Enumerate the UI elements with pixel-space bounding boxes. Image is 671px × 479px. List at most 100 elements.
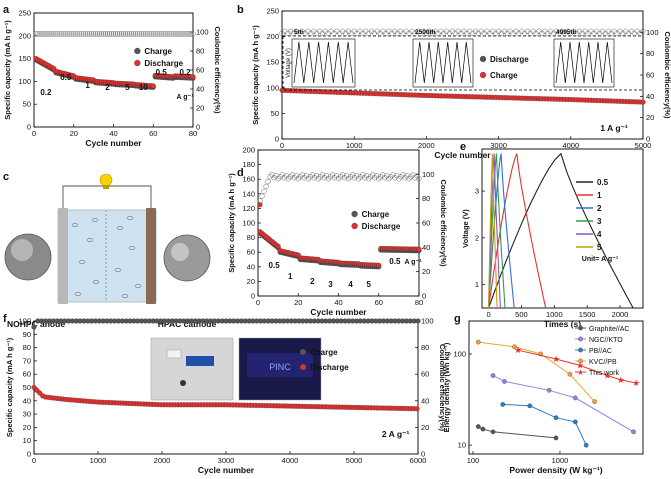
ce-point: [291, 175, 297, 181]
ce-point: [186, 31, 192, 37]
y-tick-label: 60: [247, 248, 255, 257]
ce-point: [261, 188, 267, 195]
ce-point: [524, 28, 531, 34]
y-tick-label: 0: [27, 123, 31, 132]
ce-point: [118, 31, 125, 37]
ce-point: [282, 28, 288, 34]
ce-point: [416, 176, 422, 182]
inset-cycle-label: 4995th: [556, 29, 577, 36]
y-tick-label: 20: [23, 423, 31, 432]
ce-point: [498, 30, 505, 36]
ce-point: [461, 28, 467, 34]
y-tick-label: 3: [475, 187, 479, 196]
ce-point: [51, 31, 57, 37]
ce-point: [311, 175, 318, 181]
y-tick-label: 200: [242, 146, 255, 155]
ce-point: [190, 31, 196, 37]
ragone-point: [512, 344, 517, 350]
x-tick-label: 0: [32, 129, 36, 138]
ce-point: [275, 176, 281, 182]
anode-plate: [58, 208, 68, 304]
panel-letter: a: [3, 4, 10, 16]
y2-tick-label: 0: [421, 450, 425, 459]
ion-icon: [91, 218, 99, 222]
legend-marker: [578, 358, 583, 364]
ce-point: [140, 31, 146, 37]
ce-point: [285, 30, 291, 36]
y2-tick-label: 40: [421, 396, 429, 405]
device-screen-text: PINC: [269, 362, 291, 372]
ce-point: [61, 31, 67, 37]
ce-point: [263, 183, 269, 190]
ce-point: [617, 28, 623, 34]
legend-label: KVC//PB: [589, 359, 617, 366]
ce-point: [608, 30, 614, 36]
ce-point: [414, 173, 420, 179]
ce-point: [309, 172, 315, 178]
ce-point: [287, 174, 293, 180]
ragone-point: [572, 419, 578, 425]
ce-point: [67, 31, 73, 37]
legend-label: 0.5: [597, 178, 609, 187]
x-axis-label: Cycle number: [434, 150, 491, 160]
ce-point: [484, 28, 490, 34]
ce-point: [108, 31, 115, 37]
star-marker-icon: ★: [514, 345, 522, 355]
y2-tick-label: 20: [196, 104, 204, 113]
discharge-point: [640, 99, 646, 105]
ce-point: [279, 172, 285, 178]
gcd-curve: [488, 153, 515, 309]
ce-point: [317, 174, 324, 180]
y-tick-label: 50: [271, 109, 279, 118]
y-tick-label: 40: [247, 262, 255, 271]
ce-point: [319, 30, 326, 36]
ragone-point: [592, 399, 597, 405]
x-tick-label: 0: [486, 310, 490, 319]
gcd-curve: [488, 153, 498, 309]
ce-point: [357, 28, 363, 34]
ce-point: [325, 176, 332, 182]
inset-cycle-label: 2500th: [415, 29, 436, 36]
y-tick-label: 100: [453, 349, 466, 358]
ce-point: [376, 176, 382, 182]
y-tick-label: 40: [23, 396, 31, 405]
y-tick-label: 0: [251, 292, 255, 301]
rate-label: 0.2: [179, 68, 191, 77]
ce-point: [319, 172, 326, 178]
y2-tick-label: 80: [196, 47, 204, 56]
ragone-point: [480, 426, 486, 432]
ce-point: [301, 175, 307, 181]
ce-point: [620, 30, 626, 36]
ce-point: [370, 172, 376, 178]
y-axis-label: Specific capacity (mA h g⁻¹): [3, 20, 12, 120]
y2-tick-label: 60: [646, 71, 654, 80]
current-label: 1 A g⁻¹: [600, 123, 628, 133]
gcd-curve: [488, 153, 506, 309]
ce-point: [288, 28, 294, 34]
cathode-pore-icon: [171, 243, 189, 261]
y2-tick-label: 20: [422, 267, 430, 276]
y-tick-label: 100: [266, 83, 279, 92]
y2-tick-label: 60: [421, 370, 429, 379]
ce-point: [158, 31, 164, 37]
ragone-point: [546, 387, 552, 393]
ce-point: [182, 31, 188, 37]
legend-label: Charge: [490, 71, 518, 80]
rate-label: 2: [105, 83, 110, 92]
ce-point: [323, 173, 330, 179]
ce-point: [106, 31, 113, 37]
ce-point: [348, 30, 354, 36]
ce-point: [311, 28, 317, 34]
ce-point: [37, 31, 43, 37]
legend-marker: [578, 347, 583, 353]
x-axis-label: Cycle number: [310, 307, 367, 317]
ce-point: [533, 30, 539, 36]
legend-label: Discharge: [490, 55, 529, 64]
ce-point: [53, 31, 59, 37]
ce-point: [443, 28, 450, 34]
ragone-point: [502, 379, 507, 384]
ce-point: [259, 193, 265, 199]
x-tick-label: 0: [280, 141, 284, 150]
ce-point: [327, 174, 334, 180]
legend-marker: [351, 222, 358, 230]
